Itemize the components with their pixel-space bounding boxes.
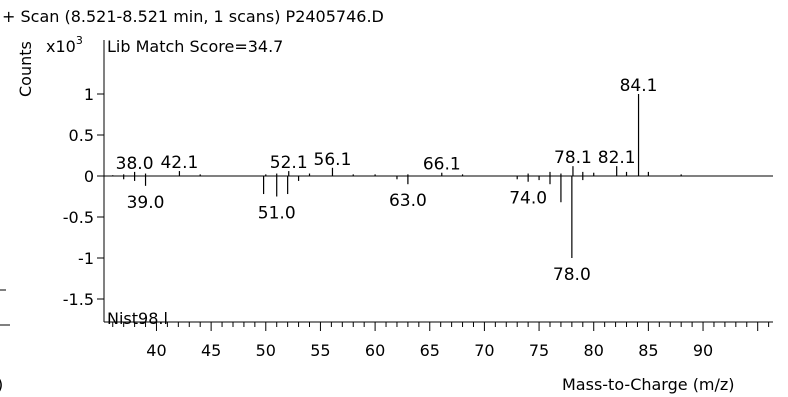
x-axis-title: Mass-to-Charge (m/z) <box>562 375 735 394</box>
y-tick-label: -1 <box>78 249 94 268</box>
peak-label: 42.1 <box>160 153 198 173</box>
x-tick-label: 75 <box>529 341 549 360</box>
x-tick-label: 90 <box>693 341 713 360</box>
peak-label: 51.0 <box>258 204 296 224</box>
x-tick-label: 45 <box>201 341 221 360</box>
x-tick-label: 50 <box>256 341 276 360</box>
peak-label: 82.1 <box>598 148 636 168</box>
peak-label: 38.0 <box>116 154 154 174</box>
peak-label: 74.0 <box>509 189 547 209</box>
peak-label: 39.0 <box>127 193 165 213</box>
peak-label: 56.1 <box>314 150 352 170</box>
library-label: Nist98.l <box>107 309 168 328</box>
x-tick-label: 65 <box>420 341 440 360</box>
x-tick-label: 55 <box>310 341 330 360</box>
y-tick-label: 0.5 <box>69 126 94 145</box>
x-tick-label: 80 <box>584 341 604 360</box>
peak-labels: 38.0 42.1 52.1 56.1 66.1 78.1 82.1 84.1 39.0 51.0… <box>116 76 658 285</box>
x-tick-label: 60 <box>365 341 385 360</box>
peak-label: 52.1 <box>270 153 308 173</box>
y-multiplier: x103 <box>46 34 83 56</box>
peak-label: 63.0 <box>389 191 427 211</box>
y-tick-label: -0.5 <box>63 208 94 227</box>
y-ticks: 1 0.5 0 -0.5 -1 -1.5 <box>63 85 104 309</box>
peak-label: 78.0 <box>553 265 591 285</box>
peak-label: 66.1 <box>423 155 461 175</box>
x-tick-label: 70 <box>474 341 494 360</box>
left-edge-paren: ) <box>0 375 3 394</box>
peak-label: 84.1 <box>620 76 658 96</box>
x-tick-label: 85 <box>638 341 658 360</box>
scan-title: + Scan (8.521-8.521 min, 1 scans) P24057… <box>2 7 384 26</box>
y-tick-label: 1 <box>84 85 94 104</box>
lib-match-score: Lib Match Score=34.7 <box>107 37 283 56</box>
y-tick-label: 0 <box>84 167 94 186</box>
spectrum-bars <box>112 94 682 258</box>
y-tick-label: -1.5 <box>63 290 94 309</box>
y-axis-title: Counts <box>16 41 35 97</box>
peak-label: 78.1 <box>554 148 592 168</box>
x-tick-label: 40 <box>146 341 166 360</box>
x-ticks: 40 45 50 55 60 65 70 75 80 85 90 <box>112 322 770 360</box>
